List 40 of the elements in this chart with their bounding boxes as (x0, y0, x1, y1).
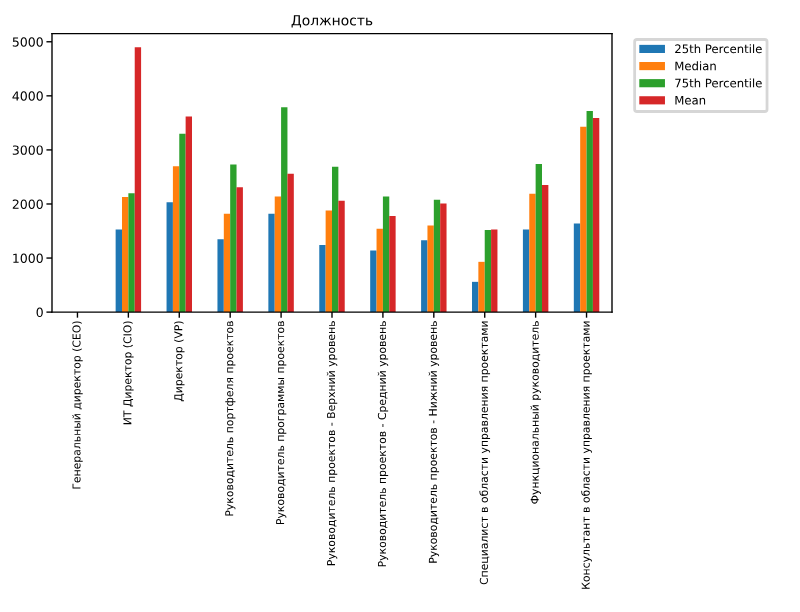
bar (522, 229, 530, 313)
bar (281, 107, 288, 313)
bar (230, 164, 237, 313)
bar (166, 202, 173, 313)
bar (338, 200, 345, 313)
bar (389, 215, 396, 313)
bar (236, 187, 243, 313)
bar (491, 229, 498, 313)
bar (586, 110, 593, 313)
bar (421, 240, 428, 313)
bar (134, 47, 142, 313)
bar (274, 196, 282, 313)
bar (128, 193, 135, 313)
bar (332, 166, 339, 313)
bar (382, 196, 390, 313)
bar (573, 223, 581, 313)
bar (376, 228, 383, 313)
bar (440, 203, 447, 313)
bar (319, 245, 326, 313)
bar (580, 126, 587, 313)
bar (122, 196, 129, 313)
bar (542, 185, 549, 313)
bar (529, 193, 536, 313)
bar (172, 166, 180, 313)
bar (472, 281, 479, 313)
bar (217, 239, 224, 313)
bar (370, 250, 377, 313)
bar (535, 163, 542, 313)
bar (115, 229, 122, 313)
bar (268, 213, 275, 313)
bar (427, 225, 434, 313)
bar (433, 199, 441, 313)
bar (478, 261, 485, 313)
bar (223, 213, 231, 313)
bar (484, 229, 492, 313)
bar (325, 210, 332, 313)
bar (179, 133, 186, 313)
bar (185, 116, 192, 313)
bar (592, 118, 600, 313)
bar (287, 173, 294, 313)
